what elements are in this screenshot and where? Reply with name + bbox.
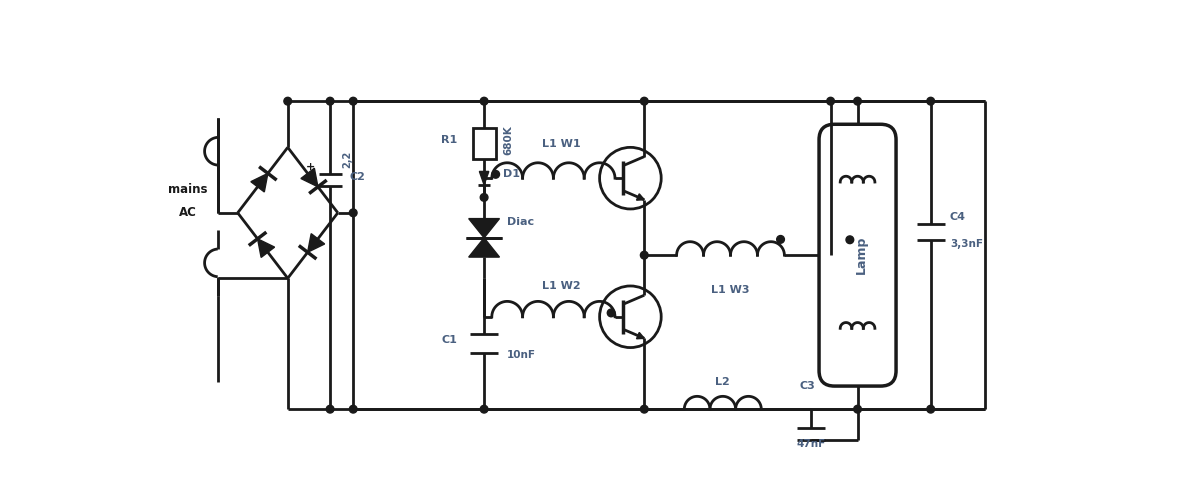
Polygon shape	[469, 238, 499, 257]
Polygon shape	[636, 194, 644, 200]
Polygon shape	[258, 239, 275, 258]
Circle shape	[480, 405, 488, 413]
Circle shape	[349, 209, 358, 217]
Circle shape	[827, 97, 834, 105]
Text: C1: C1	[442, 335, 457, 345]
Circle shape	[480, 97, 488, 105]
Circle shape	[607, 309, 616, 317]
Polygon shape	[479, 172, 488, 185]
Circle shape	[776, 235, 785, 243]
Circle shape	[926, 97, 935, 105]
Text: L1 W2: L1 W2	[541, 281, 581, 291]
FancyBboxPatch shape	[820, 124, 896, 386]
Polygon shape	[307, 234, 325, 253]
Polygon shape	[636, 332, 644, 339]
Circle shape	[853, 97, 862, 105]
Text: C2: C2	[349, 172, 365, 182]
Circle shape	[641, 252, 648, 259]
Text: +: +	[306, 161, 316, 172]
Text: 10nF: 10nF	[508, 350, 536, 360]
Text: 47nF: 47nF	[797, 439, 826, 449]
Circle shape	[641, 405, 648, 413]
Text: 2,2: 2,2	[342, 150, 352, 167]
Polygon shape	[301, 168, 318, 187]
Circle shape	[480, 194, 488, 201]
Text: L1 W1: L1 W1	[541, 138, 581, 148]
Circle shape	[326, 97, 334, 105]
Text: 3,3nF: 3,3nF	[950, 238, 983, 248]
FancyBboxPatch shape	[473, 128, 496, 159]
Text: 680K: 680K	[503, 125, 514, 154]
Circle shape	[349, 97, 358, 105]
Text: C3: C3	[799, 381, 815, 391]
Circle shape	[492, 171, 499, 178]
Circle shape	[284, 97, 292, 105]
Circle shape	[853, 405, 862, 413]
Text: Diac: Diac	[508, 217, 534, 227]
Circle shape	[326, 405, 334, 413]
Polygon shape	[469, 219, 499, 238]
Circle shape	[349, 405, 358, 413]
Text: D1: D1	[503, 170, 521, 180]
Text: L1 W3: L1 W3	[712, 285, 750, 295]
Text: AC: AC	[179, 206, 197, 219]
Circle shape	[926, 405, 935, 413]
Text: Lamp: Lamp	[854, 236, 868, 274]
Text: C4: C4	[950, 212, 966, 222]
Text: mains: mains	[168, 183, 208, 196]
Text: R1: R1	[440, 135, 457, 145]
Text: L2: L2	[715, 377, 730, 387]
Circle shape	[846, 236, 853, 243]
Polygon shape	[251, 174, 268, 192]
Circle shape	[641, 97, 648, 105]
